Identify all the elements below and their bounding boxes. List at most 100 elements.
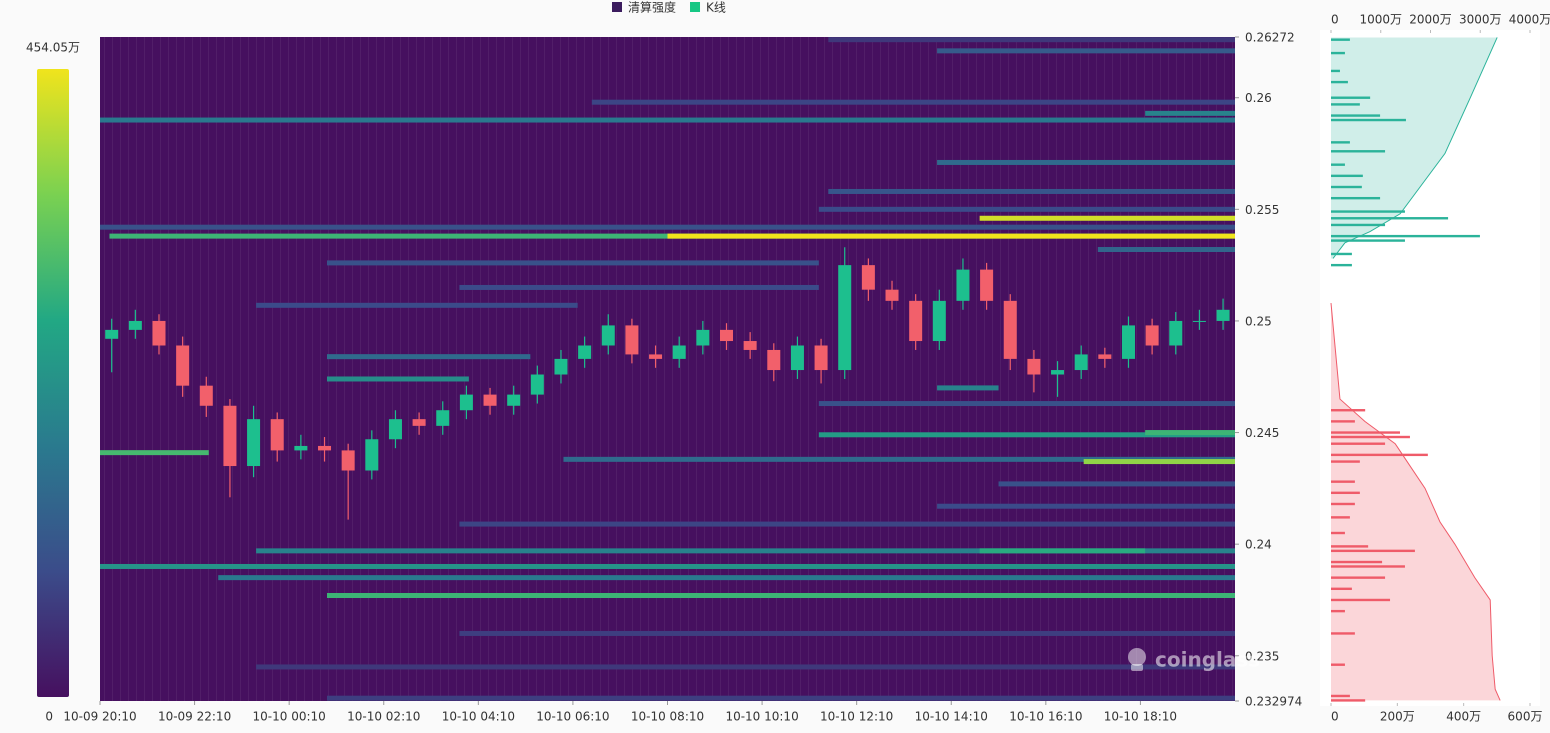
liquidation-bar bbox=[1331, 576, 1386, 579]
candle-body bbox=[719, 329, 733, 342]
liquidation-band bbox=[327, 376, 469, 382]
candle-body bbox=[483, 394, 497, 406]
candle-body bbox=[625, 325, 639, 355]
candle-body bbox=[128, 320, 142, 330]
candle-body bbox=[554, 358, 568, 375]
candle-body bbox=[1192, 320, 1206, 322]
liquidation-bar bbox=[1331, 163, 1345, 166]
liquidation-bar bbox=[1331, 210, 1405, 213]
top-tick-label: 1000万 bbox=[1359, 13, 1402, 27]
candle-body bbox=[1003, 300, 1017, 359]
candle-body bbox=[743, 341, 757, 350]
candle-body bbox=[767, 349, 781, 371]
liquidation-bar bbox=[1331, 699, 1366, 702]
candle-body bbox=[105, 329, 119, 339]
liquidation-band bbox=[100, 450, 209, 456]
liquidation-bar bbox=[1331, 491, 1360, 495]
liquidation-band bbox=[667, 233, 1235, 239]
candle-body bbox=[601, 325, 615, 346]
liquidation-bar bbox=[1331, 223, 1386, 227]
candle-body bbox=[341, 450, 355, 471]
candle-body bbox=[814, 345, 828, 371]
liquidation-band bbox=[1083, 459, 1235, 465]
x-tick-label: 10-10 00:10 bbox=[253, 710, 326, 724]
liquidation-bar bbox=[1331, 114, 1381, 117]
watermark-logo bbox=[1128, 648, 1146, 671]
x-tick-label: 10-10 04:10 bbox=[442, 710, 515, 724]
liquidation-bar bbox=[1331, 632, 1355, 635]
candle-body bbox=[578, 345, 592, 359]
liquidation-band bbox=[1097, 247, 1235, 253]
bottom-tick-label: 600万 bbox=[1508, 710, 1543, 724]
liquidation-bar bbox=[1331, 694, 1350, 698]
bottom-tick-label: 0 bbox=[1331, 710, 1339, 724]
liquidation-bar bbox=[1331, 96, 1371, 99]
liquidation-bar bbox=[1331, 409, 1366, 412]
candle-body bbox=[980, 269, 994, 301]
top-tick-label: 2000万 bbox=[1409, 13, 1452, 27]
y-tick-label: 0.24 bbox=[1245, 538, 1272, 552]
heatmap-area bbox=[100, 37, 1235, 701]
liquidation-bar bbox=[1331, 453, 1428, 457]
liquidation-bar bbox=[1331, 431, 1400, 434]
liquidation-band bbox=[327, 260, 819, 266]
liquidation-band bbox=[100, 117, 1235, 123]
liquidation-bar bbox=[1331, 69, 1340, 73]
legend-swatch bbox=[690, 2, 701, 12]
liquidation-band bbox=[563, 456, 1235, 462]
bottom-tick-label: 200万 bbox=[1380, 710, 1415, 724]
liquidation-bar bbox=[1331, 435, 1410, 439]
liquidation-band bbox=[937, 385, 999, 391]
x-tick-label: 10-10 12:10 bbox=[820, 710, 893, 724]
liquidation-bar bbox=[1331, 531, 1345, 535]
candle-body bbox=[790, 345, 804, 371]
candle-body bbox=[388, 419, 402, 440]
liquidation-band bbox=[100, 563, 1235, 569]
liquidation-band bbox=[818, 432, 1235, 438]
liquidation-bar bbox=[1331, 263, 1352, 267]
candle-body bbox=[247, 419, 261, 467]
liquidation-bar bbox=[1331, 480, 1355, 483]
liquidation-bar bbox=[1331, 609, 1345, 613]
candle-body bbox=[885, 289, 899, 301]
liquidation-band bbox=[998, 481, 1235, 487]
candle-body bbox=[649, 354, 663, 359]
candle-body bbox=[318, 445, 332, 451]
liquidation-band bbox=[459, 521, 1235, 527]
top-tick-label: 4000万 bbox=[1509, 13, 1550, 27]
legend-swatch bbox=[612, 2, 622, 12]
liquidation-bar bbox=[1331, 420, 1355, 423]
liquidation-bar bbox=[1331, 141, 1350, 144]
candle-body bbox=[696, 329, 710, 346]
depth-panel bbox=[1320, 30, 1540, 706]
liquidation-band bbox=[937, 159, 1235, 165]
liquidation-bar bbox=[1331, 80, 1348, 84]
chart-layer: 清算强度 K线 0 454.05万 0.26272 0.26 0.255 0.25 0.245 0… bbox=[26, 0, 1550, 724]
candle-body bbox=[530, 374, 544, 395]
liquidation-band bbox=[1145, 430, 1235, 436]
candle-body bbox=[932, 300, 946, 342]
liquidation-bar bbox=[1331, 560, 1383, 564]
liquidation-bar bbox=[1331, 239, 1405, 242]
liquidation-band bbox=[459, 284, 819, 290]
candle-body bbox=[199, 385, 213, 406]
liquidation-band bbox=[937, 48, 1235, 54]
liquidation-bar bbox=[1331, 174, 1363, 178]
liquidation-band bbox=[218, 575, 1235, 581]
heatmap-grid bbox=[100, 37, 1235, 701]
liquidation-bar bbox=[1331, 51, 1345, 55]
x-tick-label: 10-10 02:10 bbox=[347, 710, 420, 724]
liquidation-bar bbox=[1331, 565, 1405, 568]
candle-body bbox=[1051, 370, 1065, 375]
candle-body bbox=[459, 394, 473, 411]
y-tick-label: 0.26 bbox=[1245, 91, 1272, 105]
candle-body bbox=[909, 300, 923, 342]
liquidation-band bbox=[459, 630, 1235, 636]
candle-body bbox=[1145, 325, 1159, 346]
candle-body bbox=[1074, 354, 1088, 371]
liquidation-band bbox=[979, 215, 1235, 221]
liquidation-band bbox=[1145, 110, 1235, 116]
candle-body bbox=[294, 445, 308, 451]
candle-body bbox=[1027, 358, 1041, 375]
liquidation-bar bbox=[1331, 502, 1355, 506]
